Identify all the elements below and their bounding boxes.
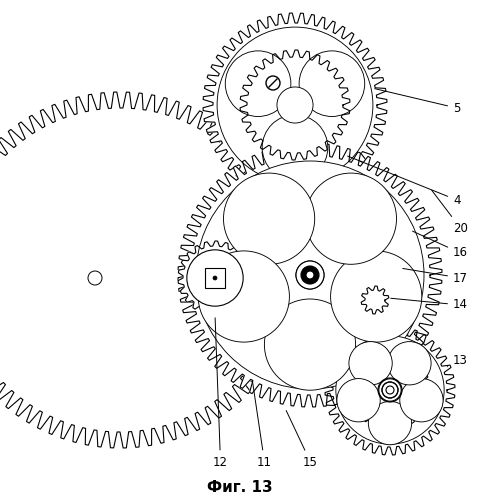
Circle shape xyxy=(299,51,365,116)
Text: 5: 5 xyxy=(375,88,460,115)
Circle shape xyxy=(305,173,396,264)
Circle shape xyxy=(277,87,313,123)
Circle shape xyxy=(213,276,217,280)
Circle shape xyxy=(400,378,443,422)
Circle shape xyxy=(225,51,291,116)
Circle shape xyxy=(196,161,424,389)
Circle shape xyxy=(264,299,356,390)
Circle shape xyxy=(217,27,373,183)
Circle shape xyxy=(224,173,315,264)
Polygon shape xyxy=(178,241,252,315)
Circle shape xyxy=(349,342,392,385)
Text: 15: 15 xyxy=(286,410,318,469)
Text: 20: 20 xyxy=(432,190,468,234)
Circle shape xyxy=(386,386,394,394)
Polygon shape xyxy=(350,350,430,430)
Polygon shape xyxy=(361,286,389,314)
Circle shape xyxy=(198,251,289,342)
Text: 14: 14 xyxy=(391,298,468,312)
Circle shape xyxy=(262,115,328,180)
Text: 4: 4 xyxy=(348,156,460,206)
Circle shape xyxy=(266,76,280,90)
Text: Фиг. 13: Фиг. 13 xyxy=(207,480,273,494)
Text: 13: 13 xyxy=(447,354,468,366)
Circle shape xyxy=(379,379,401,401)
Text: 12: 12 xyxy=(213,318,228,468)
Text: 17: 17 xyxy=(403,268,468,284)
Circle shape xyxy=(337,378,380,422)
Text: 16: 16 xyxy=(412,231,468,260)
Circle shape xyxy=(301,266,319,284)
Polygon shape xyxy=(220,185,400,365)
Polygon shape xyxy=(205,268,225,288)
Polygon shape xyxy=(240,50,350,160)
Circle shape xyxy=(187,250,243,306)
Polygon shape xyxy=(178,143,442,407)
Circle shape xyxy=(382,382,398,398)
Polygon shape xyxy=(0,92,298,448)
Polygon shape xyxy=(325,325,455,455)
Polygon shape xyxy=(203,13,387,197)
Circle shape xyxy=(336,336,444,444)
Circle shape xyxy=(306,271,314,279)
Circle shape xyxy=(296,261,324,289)
Text: 11: 11 xyxy=(252,380,272,468)
Circle shape xyxy=(388,342,431,385)
Circle shape xyxy=(368,402,412,444)
Circle shape xyxy=(296,261,324,289)
Circle shape xyxy=(300,265,320,285)
Circle shape xyxy=(331,251,422,342)
